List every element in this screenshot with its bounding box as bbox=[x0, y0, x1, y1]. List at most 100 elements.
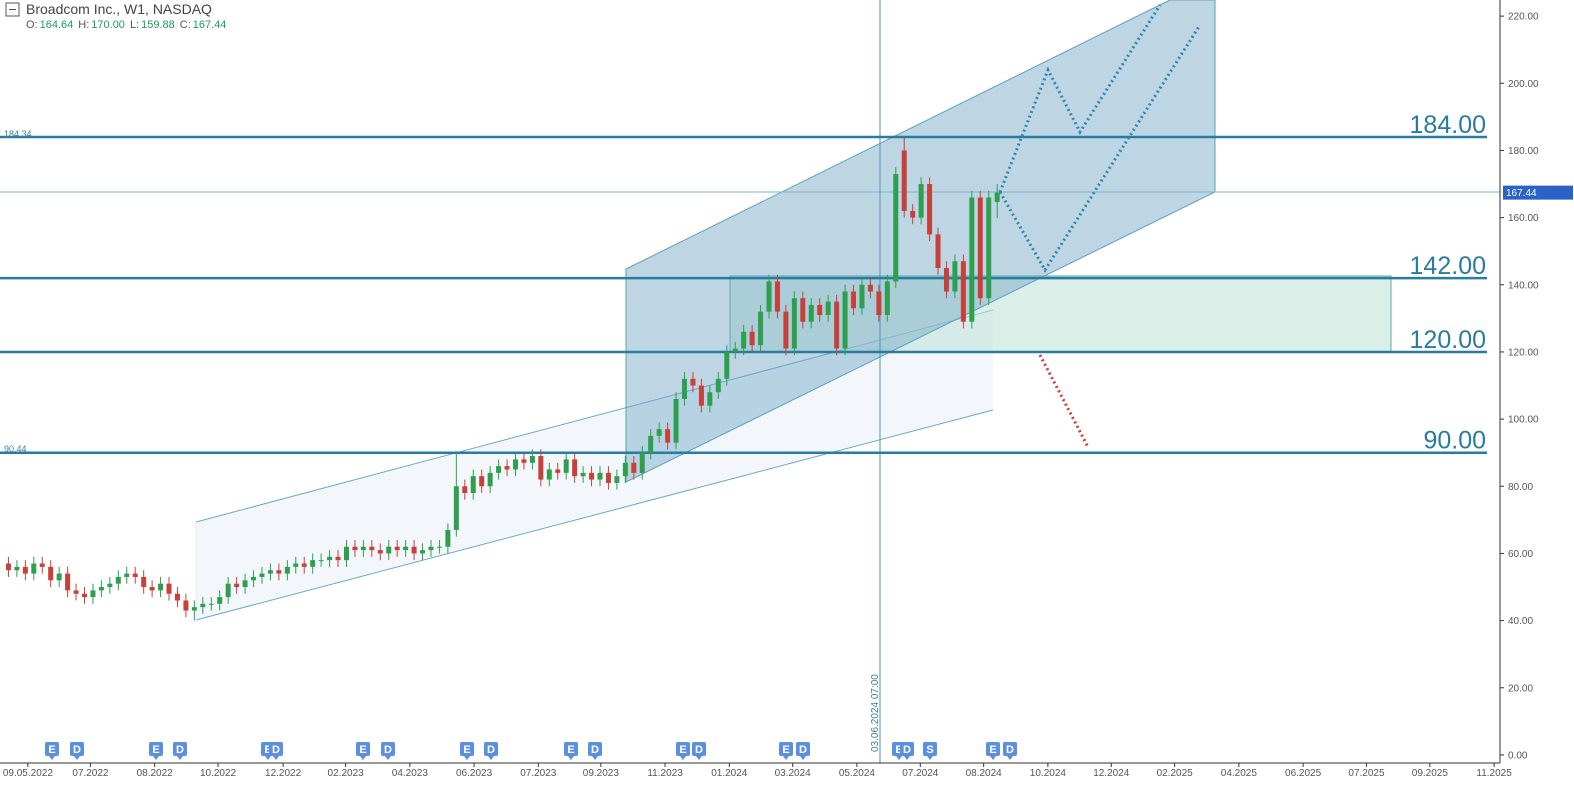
y-tick-label: 80.00 bbox=[1508, 482, 1533, 493]
candle-body bbox=[98, 587, 104, 591]
candle-body bbox=[436, 546, 442, 548]
candle-body bbox=[884, 281, 890, 316]
y-tick-label: 140.00 bbox=[1508, 280, 1539, 291]
event-marker bbox=[484, 742, 498, 756]
candle-body bbox=[369, 546, 375, 551]
candle-body bbox=[301, 563, 307, 567]
level-label: 184.00 bbox=[1410, 111, 1486, 139]
event-pointer bbox=[800, 756, 806, 760]
candle-body bbox=[200, 603, 206, 608]
candle-body bbox=[82, 593, 88, 598]
candle-body bbox=[276, 570, 282, 574]
candle-body bbox=[707, 392, 713, 406]
event-marker bbox=[564, 742, 578, 756]
candle-body bbox=[470, 476, 476, 493]
candle-body bbox=[343, 546, 349, 561]
event-label: E bbox=[567, 744, 574, 756]
event-label: D bbox=[272, 744, 280, 756]
candle-body bbox=[605, 472, 611, 483]
candle-body bbox=[327, 556, 333, 561]
ohlc-key: C: bbox=[180, 19, 191, 31]
event-pointer bbox=[385, 756, 391, 760]
candle-body bbox=[174, 593, 180, 601]
event-pointer bbox=[783, 756, 789, 760]
event-label: E bbox=[359, 744, 366, 756]
x-tick-label: 10.2022 bbox=[200, 768, 237, 779]
event-marker bbox=[796, 742, 810, 756]
event-label: D bbox=[1006, 744, 1014, 756]
projection-arrow bbox=[998, 4, 1162, 193]
event-pointer bbox=[896, 756, 902, 760]
candle-body bbox=[132, 573, 138, 577]
candle-body bbox=[682, 378, 688, 399]
candle-body bbox=[825, 301, 831, 316]
candle-body bbox=[986, 197, 992, 299]
chart-title: Broadcom Inc., W1, NASDAQ bbox=[26, 1, 212, 17]
x-tick-label: 03.2024 bbox=[775, 768, 812, 779]
event-pointer bbox=[74, 756, 80, 760]
candle-body bbox=[935, 234, 941, 268]
event-pointer bbox=[464, 756, 470, 760]
candle-body bbox=[555, 469, 561, 473]
x-tick-label: 09.2023 bbox=[583, 768, 620, 779]
x-tick-label: 12.2022 bbox=[265, 768, 302, 779]
candle-body bbox=[5, 563, 11, 571]
x-tick-label: 02.2023 bbox=[328, 768, 365, 779]
candle-body bbox=[622, 462, 628, 477]
y-tick-label: 160.00 bbox=[1508, 213, 1539, 224]
candle-body bbox=[141, 576, 147, 588]
candle-body bbox=[394, 546, 400, 551]
event-label: E bbox=[264, 744, 271, 756]
candle-body bbox=[479, 476, 485, 487]
candle-body bbox=[766, 281, 772, 312]
axes: 0.00 20.00 40.00 60.00 80.00 100.00 120.00 140.… bbox=[3, 12, 1573, 779]
event-label: E bbox=[989, 744, 996, 756]
candle-body bbox=[487, 472, 493, 487]
y-tick-label: 60.00 bbox=[1508, 549, 1533, 560]
x-tick-label: 11.2023 bbox=[647, 768, 683, 779]
candle-body bbox=[851, 291, 857, 309]
candle-body bbox=[741, 331, 747, 349]
event-pointer bbox=[49, 756, 55, 760]
ohlc-key: O: bbox=[26, 19, 38, 31]
event-marker bbox=[676, 742, 690, 756]
x-tick-label: 09.05.2022 bbox=[3, 768, 53, 779]
candle-body bbox=[445, 529, 451, 547]
x-tick-label: 04.2023 bbox=[392, 768, 429, 779]
event-marker bbox=[149, 742, 163, 756]
candle-body bbox=[56, 573, 62, 581]
event-pointer bbox=[488, 756, 494, 760]
candle-body bbox=[65, 573, 71, 591]
x-tick-label: 09.2025 bbox=[1412, 768, 1449, 779]
candle-body bbox=[420, 550, 426, 554]
ohlc-value: 167.44 bbox=[193, 19, 227, 31]
x-tick-label: 02.2025 bbox=[1157, 768, 1194, 779]
event-pointer bbox=[680, 756, 686, 760]
candle-body bbox=[969, 197, 975, 322]
candle-body bbox=[994, 192, 1000, 203]
x-tick-label: 07.2024 bbox=[902, 768, 939, 779]
candle-body bbox=[48, 566, 54, 581]
event-marker bbox=[460, 742, 474, 756]
projection-arrow bbox=[998, 24, 1202, 273]
last-price-label: 167.44 bbox=[1506, 188, 1537, 199]
y-tick-label: 20.00 bbox=[1508, 683, 1533, 694]
event-label: E bbox=[48, 744, 55, 756]
candle-body bbox=[293, 563, 299, 567]
event-marker bbox=[173, 742, 187, 756]
candle-body bbox=[808, 304, 814, 322]
candle-body bbox=[977, 197, 983, 299]
event-label: E bbox=[895, 744, 902, 756]
event-label: S bbox=[926, 744, 933, 756]
level-label: 142.00 bbox=[1410, 252, 1486, 280]
candle-body bbox=[546, 469, 552, 480]
candle-body bbox=[918, 184, 924, 218]
candle-body bbox=[234, 583, 240, 588]
ohlc-value: 170.00 bbox=[91, 19, 125, 31]
ohlc-value: 164.64 bbox=[40, 19, 74, 31]
event-label: E bbox=[152, 744, 159, 756]
y-tick-label: 180.00 bbox=[1508, 146, 1539, 157]
candle-body bbox=[90, 590, 96, 598]
x-tick-label: 08.2022 bbox=[137, 768, 174, 779]
